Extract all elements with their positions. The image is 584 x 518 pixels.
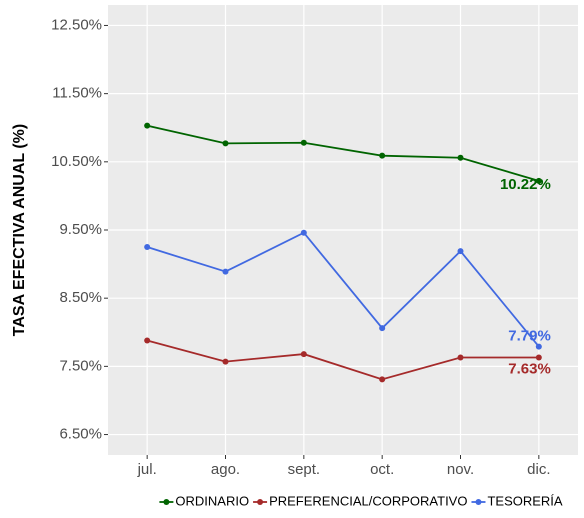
point [222, 140, 229, 147]
series-line [146, 124, 540, 182]
point [379, 152, 386, 159]
point [535, 343, 542, 350]
x-tick-label: ago. [211, 461, 240, 478]
point [144, 244, 151, 251]
x-tick-label: sept. [288, 461, 321, 478]
point [222, 268, 229, 275]
series-line [146, 339, 539, 381]
point [300, 351, 307, 358]
legend-label: ORDINARIO [175, 493, 249, 508]
series-line [146, 231, 540, 348]
point [457, 354, 464, 361]
value-label: 10.22% [500, 176, 551, 193]
point [144, 122, 151, 129]
legend-label: TESORERÍA [487, 493, 562, 508]
y-tick-label: 11.50% [52, 85, 102, 102]
x-tick-label: oct. [370, 461, 394, 478]
legend-key-point [257, 499, 264, 505]
point [457, 248, 464, 255]
legend-key-point [475, 499, 482, 505]
y-tick-label: 10.50% [51, 153, 102, 170]
y-tick-label: 6.50% [59, 426, 102, 443]
value-label: 7.79% [508, 328, 551, 345]
point [457, 154, 464, 161]
point [300, 229, 307, 236]
y-tick-label: 7.50% [59, 357, 102, 374]
point [379, 376, 386, 383]
point [144, 337, 151, 344]
legend-label: PREFERENCIAL/CORPORATIVO [269, 493, 467, 508]
y-axis-title: TASA EFECTIVA ANUAL (%) [11, 124, 28, 336]
x-tick-label: dic. [527, 461, 550, 478]
value-label: 7.63% [508, 360, 551, 377]
point [535, 177, 542, 184]
point [222, 358, 229, 365]
y-tick-label: 8.50% [59, 289, 102, 306]
legend-key-point [163, 499, 170, 505]
y-tick-label: 9.50% [59, 221, 102, 238]
point [379, 325, 386, 332]
x-tick-label: jul. [137, 461, 157, 478]
y-tick-label: 12.50% [51, 16, 102, 33]
x-tick-label: nov. [447, 461, 474, 478]
point [300, 139, 307, 146]
point [535, 354, 542, 361]
